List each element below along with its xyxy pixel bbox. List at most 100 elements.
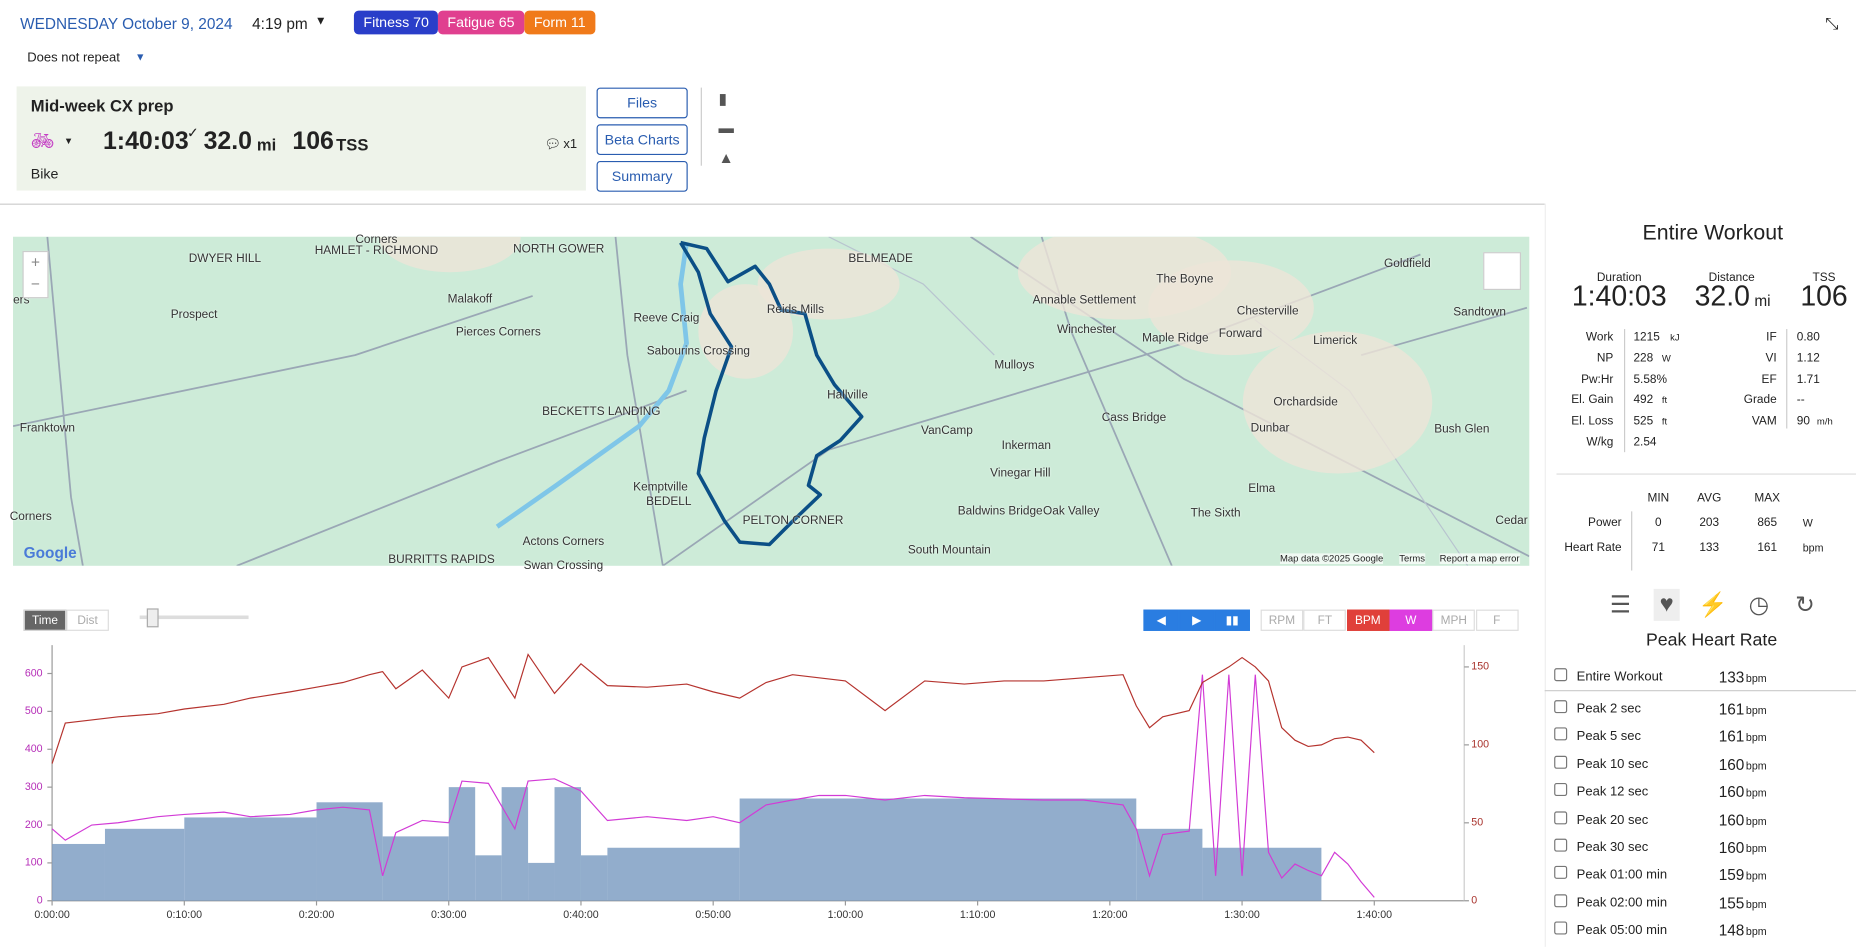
peak-unit: bpm — [1745, 870, 1767, 883]
peak-value: 133 — [1718, 668, 1745, 686]
x-tick-label: 0:00:00 — [34, 909, 70, 921]
metric-label: Grade — [1743, 394, 1777, 408]
panel-tab[interactable]: ◷ — [1748, 592, 1770, 619]
y-tick-label: 0 — [37, 895, 43, 907]
dropdown-caret[interactable]: ▼ — [314, 14, 327, 28]
metric-value: 5.58% — [1633, 372, 1668, 386]
map-footer[interactable]: Report a map error — [1439, 553, 1520, 565]
metric-label: VAM — [1751, 415, 1777, 429]
map-label: HAMLET - RICHMOND — [314, 244, 439, 258]
mode-toggle[interactable]: Dist — [66, 609, 109, 631]
map-label: The Boyne — [1156, 272, 1214, 286]
peak-name: Peak 05:00 min — [1576, 923, 1668, 938]
land-patch — [378, 236, 521, 273]
peak-checkbox[interactable] — [1554, 755, 1568, 769]
map-footer[interactable]: Terms — [1399, 553, 1426, 565]
panel-tab[interactable]: ⚡ — [1698, 592, 1728, 619]
peak-value: 160 — [1718, 755, 1745, 774]
peak-checkbox[interactable] — [1554, 894, 1568, 908]
mode-toggle[interactable]: Time — [23, 609, 67, 631]
map-label: Orchardside — [1273, 395, 1338, 409]
peak-value: 160 — [1718, 838, 1745, 857]
map-label: Corners — [355, 233, 398, 247]
road — [236, 389, 687, 566]
y2-tick-label: 150 — [1471, 661, 1489, 673]
map-label: NORTH GOWER — [513, 243, 605, 257]
peak-unit: bpm — [1745, 842, 1767, 855]
channel-toggle[interactable]: W — [1389, 609, 1433, 631]
metric-value: -- — [1796, 394, 1805, 408]
nav-button[interactable]: ▶ — [1178, 609, 1215, 631]
repeat-caret[interactable]: ▼ — [134, 50, 146, 63]
map-label: Hallville — [827, 388, 868, 402]
peak-unit: bpm — [1745, 925, 1767, 938]
planned-block — [501, 787, 529, 901]
map-label: DWYER HILL — [188, 252, 262, 266]
button-label: Summary — [611, 168, 673, 185]
peak-checkbox[interactable] — [1554, 838, 1568, 852]
summary-button[interactable]: Summary — [596, 160, 688, 192]
metric-value: 1215 — [1633, 330, 1660, 344]
files-button[interactable]: Files — [596, 87, 688, 119]
peak-checkbox[interactable] — [1554, 810, 1568, 824]
map-label: Annable Settlement — [1032, 294, 1136, 308]
map-label: BURRITTS RAPIDS — [388, 553, 495, 567]
y2-tick-label: 50 — [1471, 817, 1483, 829]
divider — [1786, 329, 1788, 429]
fitness-badge: Fitness 70 — [353, 10, 439, 35]
elevation-tab[interactable]: ▲ — [718, 148, 734, 167]
distance-unit: mi — [256, 134, 277, 154]
panel-tab[interactable]: ↻ — [1795, 592, 1816, 619]
map-label: Inkerman — [1001, 439, 1051, 453]
planned-block — [52, 843, 105, 901]
comments[interactable]: x1 — [563, 137, 578, 152]
sport-caret[interactable]: ▼ — [63, 135, 74, 147]
layers-control[interactable] — [1483, 252, 1522, 290]
comment-tab[interactable]: ▬ — [718, 118, 734, 137]
slider-handle[interactable] — [146, 608, 159, 628]
date: WEDNESDAY October 9, 2024 — [20, 14, 233, 33]
zoom-slider[interactable] — [139, 615, 249, 620]
time[interactable]: 4:19 pm — [252, 14, 308, 33]
peak-checkbox[interactable] — [1554, 921, 1568, 935]
metric-unit: m/h — [1816, 416, 1833, 427]
map-label: Dunbar — [1250, 421, 1290, 435]
peak-checkbox[interactable] — [1554, 668, 1568, 682]
map-label: Franktown — [19, 421, 75, 435]
peak-value: 155 — [1718, 894, 1745, 912]
peak-checkbox[interactable] — [1554, 727, 1568, 741]
channel-toggle[interactable]: BPM — [1346, 609, 1390, 631]
peak-checkbox[interactable] — [1554, 783, 1568, 797]
bike-icon[interactable]: 🚲︎ — [30, 131, 55, 152]
peak-checkbox[interactable] — [1554, 700, 1568, 714]
stat-unit: mi — [1754, 291, 1771, 310]
beta-charts-button[interactable]: Beta Charts — [596, 124, 688, 156]
panel-tab[interactable]: ♥ — [1653, 588, 1680, 621]
chart-icon[interactable]: ▮ — [718, 89, 727, 108]
metric-value: 228 — [1633, 351, 1654, 365]
workout-title: Mid-week CX prep — [30, 95, 174, 115]
comment-icon[interactable]: 💬︎ — [544, 137, 562, 153]
map[interactable] — [13, 236, 1530, 566]
nav-button[interactable]: ▮▮ — [1214, 609, 1250, 631]
distance: 32.0 — [203, 127, 252, 156]
channel-toggle[interactable]: RPM — [1260, 609, 1304, 631]
collapse[interactable]: ⤡ — [1825, 13, 1839, 33]
peak-value: 161 — [1718, 727, 1745, 746]
panel-tab[interactable]: ☰ — [1609, 592, 1632, 619]
zoom-control[interactable]: + − — [22, 250, 49, 299]
peak-checkbox[interactable] — [1554, 866, 1568, 880]
metric-value: 1.71 — [1796, 372, 1820, 386]
minmax-value: 133 — [1699, 541, 1720, 555]
nav-button[interactable]: ◀ — [1143, 609, 1179, 631]
repeat[interactable]: Does not repeat — [27, 50, 120, 66]
map-label: Sabourins Crossing — [646, 345, 751, 359]
planned-block — [316, 802, 383, 901]
channel-toggle[interactable]: MPH — [1432, 609, 1476, 631]
map-label: Prospect — [170, 308, 218, 322]
channel-toggle[interactable]: F — [1475, 609, 1519, 631]
channel-toggle[interactable]: FT — [1303, 609, 1347, 631]
metric-value: 525 — [1633, 415, 1654, 429]
